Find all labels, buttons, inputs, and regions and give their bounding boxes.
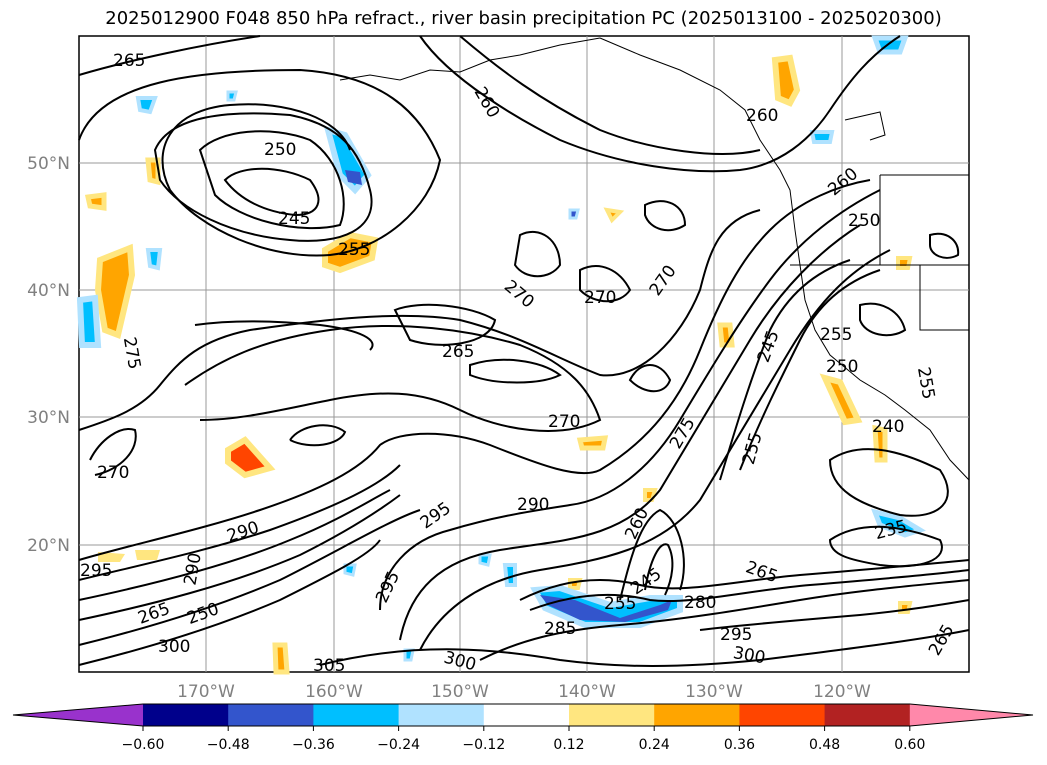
map-frame bbox=[78, 35, 970, 673]
contour-label: 270 bbox=[584, 288, 616, 308]
colorbar-segment bbox=[228, 704, 314, 726]
colorbar-tick-label: −0.24 bbox=[377, 737, 420, 753]
graticule bbox=[79, 36, 969, 672]
contour-label: 280 bbox=[684, 593, 716, 613]
colorbar-tick-label: −0.12 bbox=[462, 737, 505, 753]
colorbar-tick-label: 0.36 bbox=[724, 737, 755, 753]
lon-label: 150°W bbox=[431, 682, 489, 702]
colorbar-extend-high bbox=[909, 704, 1033, 726]
contour-label: 295 bbox=[80, 561, 112, 581]
lon-label: 120°W bbox=[813, 682, 871, 702]
contour-label: 240 bbox=[872, 417, 904, 437]
contour-label: 270 bbox=[97, 463, 129, 483]
colorbar-segment bbox=[569, 704, 655, 726]
contour-label: 265 bbox=[113, 51, 145, 71]
colorbar-extend-low bbox=[13, 704, 143, 726]
colorbar-tick-label: −0.48 bbox=[207, 737, 250, 753]
colorbar-tick-label: 0.60 bbox=[894, 737, 925, 753]
colorbar-segment bbox=[143, 704, 229, 726]
lat-label: 20°N bbox=[27, 536, 70, 556]
contour-label: 305 bbox=[313, 656, 345, 676]
contour-label: 295 bbox=[720, 625, 752, 645]
lon-label: 160°W bbox=[305, 682, 363, 702]
lon-label: 130°W bbox=[685, 682, 743, 702]
colorbar-tick-label: 0.48 bbox=[809, 737, 840, 753]
contour-label: 255 bbox=[604, 594, 636, 614]
colorbar-tick-label: −0.60 bbox=[122, 737, 165, 753]
contour-label: 250 bbox=[264, 140, 296, 160]
contour-label: 250 bbox=[826, 357, 858, 377]
contour-label: 260 bbox=[746, 106, 778, 126]
contour-label: 255 bbox=[338, 240, 370, 260]
lat-label: 40°N bbox=[27, 281, 70, 301]
contour-label: 265 bbox=[442, 342, 474, 362]
colorbar-segment bbox=[739, 704, 826, 726]
refractivity-contours bbox=[78, 35, 970, 667]
contour-label: 285 bbox=[544, 619, 576, 639]
contour-label: 290 bbox=[517, 495, 549, 515]
colorbar: −0.60 −0.48 −0.36 −0.24 −0.12 0.12 0.24 0.36 0.4… bbox=[12, 703, 1034, 753]
lat-label: 50°N bbox=[27, 154, 70, 174]
contour-label: 270 bbox=[548, 412, 580, 432]
map-title: 2025012900 F048 850 hPa refract., river … bbox=[105, 8, 942, 29]
colorbar-segment bbox=[313, 704, 400, 726]
colorbar-segment bbox=[824, 704, 911, 726]
axis-labels: 50°N 40°N 30°N 20°N 170°W 160°W 150°W 14… bbox=[27, 154, 871, 702]
colorbar-segment bbox=[398, 704, 485, 726]
contour-label: 250 bbox=[848, 211, 880, 231]
colorbar-tick-label: 0.24 bbox=[639, 737, 670, 753]
lon-label: 140°W bbox=[558, 682, 616, 702]
precip-shading bbox=[76, 35, 926, 675]
colorbar-segment bbox=[483, 704, 570, 726]
colorbar-segment bbox=[654, 704, 740, 726]
lat-label: 30°N bbox=[27, 408, 70, 428]
contour-label: 255 bbox=[820, 325, 852, 345]
colorbar-tick-label: 0.12 bbox=[553, 737, 584, 753]
contour-label: 300 bbox=[158, 637, 190, 657]
lon-label: 170°W bbox=[177, 682, 235, 702]
colorbar-tick-label: −0.36 bbox=[292, 737, 335, 753]
contour-label: 245 bbox=[278, 209, 310, 229]
